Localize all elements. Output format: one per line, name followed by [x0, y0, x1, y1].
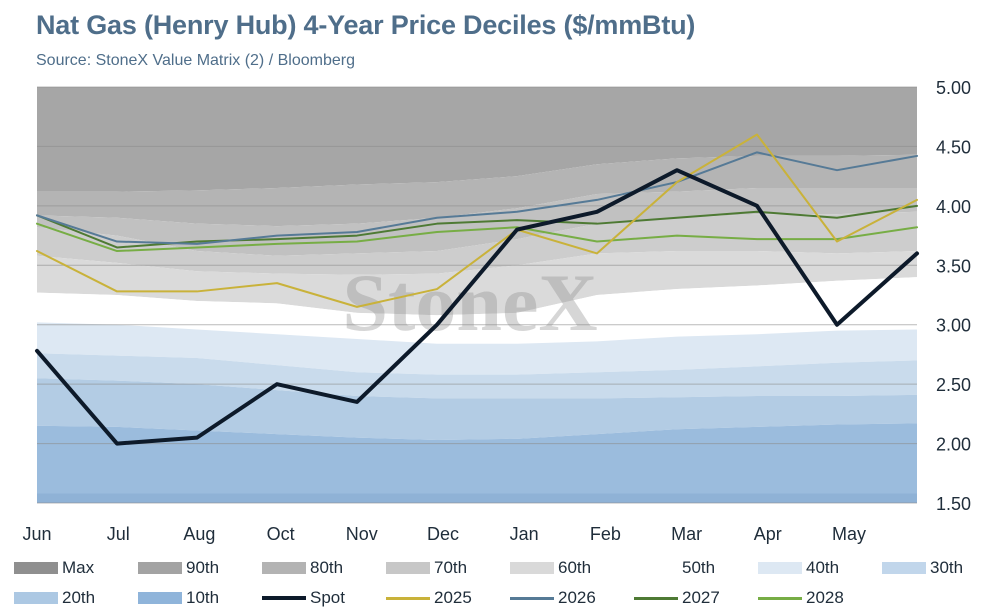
legend-label: 2026 [558, 588, 596, 607]
x-axis-ticks: Jun Jul Aug Oct Nov Dec Jan Feb Mar Apr May [22, 524, 866, 544]
legend-label: 70th [434, 558, 468, 577]
legend-label: Max [62, 558, 95, 577]
legend-label: 20th [62, 588, 96, 607]
legend-item-20th: 20th [14, 584, 95, 612]
legend-item-90th: 90th [138, 554, 219, 582]
legend-swatch [14, 562, 58, 574]
legend-item-10th: 10th [138, 584, 219, 612]
legend-item-2027: 2027 [634, 584, 720, 612]
legend-item-80th: 80th [262, 554, 343, 582]
legend-swatch [882, 562, 926, 574]
legend-item-2028: 2028 [758, 584, 844, 612]
legend-swatch [138, 592, 182, 604]
band-20th [37, 378, 917, 441]
x-tick-label: Nov [346, 524, 378, 544]
y-tick-label: 1.50 [936, 494, 971, 514]
y-tick-label: 2.50 [936, 375, 971, 395]
legend-swatch [138, 562, 182, 574]
x-tick-label: May [832, 524, 866, 544]
band-50th [37, 277, 917, 344]
legend-label: 50th [682, 558, 716, 577]
legend-item-50th: 50th [634, 554, 715, 582]
legend-item-2025: 2025 [386, 584, 472, 612]
legend-item-60th: 60th [510, 554, 591, 582]
band-90th [37, 154, 917, 227]
legend-swatch [758, 562, 802, 574]
chart-subtitle: Source: StoneX Value Matrix (2) / Bloomb… [36, 52, 355, 69]
x-tick-label: Jun [22, 524, 51, 544]
legend-swatch [386, 562, 430, 574]
legend-swatch [262, 596, 306, 600]
band-40th [37, 322, 917, 375]
series-line-spot [35, 168, 919, 446]
x-tick-label: Jul [107, 524, 130, 544]
legend-item-70th: 70th [386, 554, 467, 582]
y-tick-label: 4.50 [936, 137, 971, 157]
legend-label: 2028 [806, 588, 844, 607]
y-tick-label: 4.00 [936, 197, 971, 217]
y-tick-label: 5.00 [936, 78, 971, 98]
x-tick-label: Apr [754, 524, 782, 544]
legend-item-40th: 40th [758, 554, 839, 582]
legend-label: 60th [558, 558, 592, 577]
legend-item-max: Max [14, 554, 94, 582]
band-30th [37, 353, 917, 399]
legend-label: 40th [806, 558, 840, 577]
x-tick-label: Mar [671, 524, 702, 544]
legend-swatch [758, 596, 802, 600]
legend-label: 90th [186, 558, 220, 577]
x-tick-label: Oct [267, 524, 295, 544]
legend-label: Spot [310, 588, 345, 607]
legend-item-30th: 30th [882, 554, 963, 582]
band-70th [37, 211, 917, 275]
legend-swatch [510, 596, 554, 600]
chart-title: Nat Gas (Henry Hub) 4-Year Price Deciles… [36, 10, 696, 40]
band-10th [37, 423, 917, 494]
legend-swatch [510, 562, 554, 574]
y-tick-label: 3.50 [936, 256, 971, 276]
x-tick-label: Aug [183, 524, 215, 544]
legend-label: 2027 [682, 588, 720, 607]
series-line-2028 [36, 222, 918, 253]
legend-swatch [14, 592, 58, 604]
band-60th [37, 251, 917, 316]
band-min [37, 493, 917, 503]
x-tick-label: Jan [510, 524, 539, 544]
series-line-2025 [36, 133, 918, 308]
grid-lines [37, 86, 917, 504]
series-line-2026 [36, 151, 918, 245]
legend-row-2: 20th 10th Spot 2025 2026 2027 2028 [14, 584, 989, 612]
band-max [37, 87, 917, 192]
x-tick-label: Feb [590, 524, 621, 544]
series-lines [35, 133, 919, 446]
legend-row-1: Max 90th 80th 70th 60th 50th 40th 30th [14, 554, 989, 582]
y-tick-label: 2.00 [936, 435, 971, 455]
legend-item-spot: Spot [262, 584, 345, 612]
legend-swatch [386, 596, 430, 600]
legend-item-2026: 2026 [510, 584, 596, 612]
legend-label: 10th [186, 588, 220, 607]
legend-label: 2025 [434, 588, 472, 607]
y-axis-ticks: 5.00 4.50 4.00 3.50 3.00 2.50 2.00 1.50 [936, 78, 971, 514]
legend-label: 30th [930, 558, 964, 577]
legend-swatch [262, 562, 306, 574]
stonex-watermark: StoneX [342, 257, 597, 348]
y-tick-label: 3.00 [936, 316, 971, 336]
x-tick-label: Dec [427, 524, 459, 544]
legend-label: 80th [310, 558, 344, 577]
legend-swatch [634, 596, 678, 600]
legend-swatch [634, 562, 678, 574]
decile-bands [37, 87, 917, 503]
